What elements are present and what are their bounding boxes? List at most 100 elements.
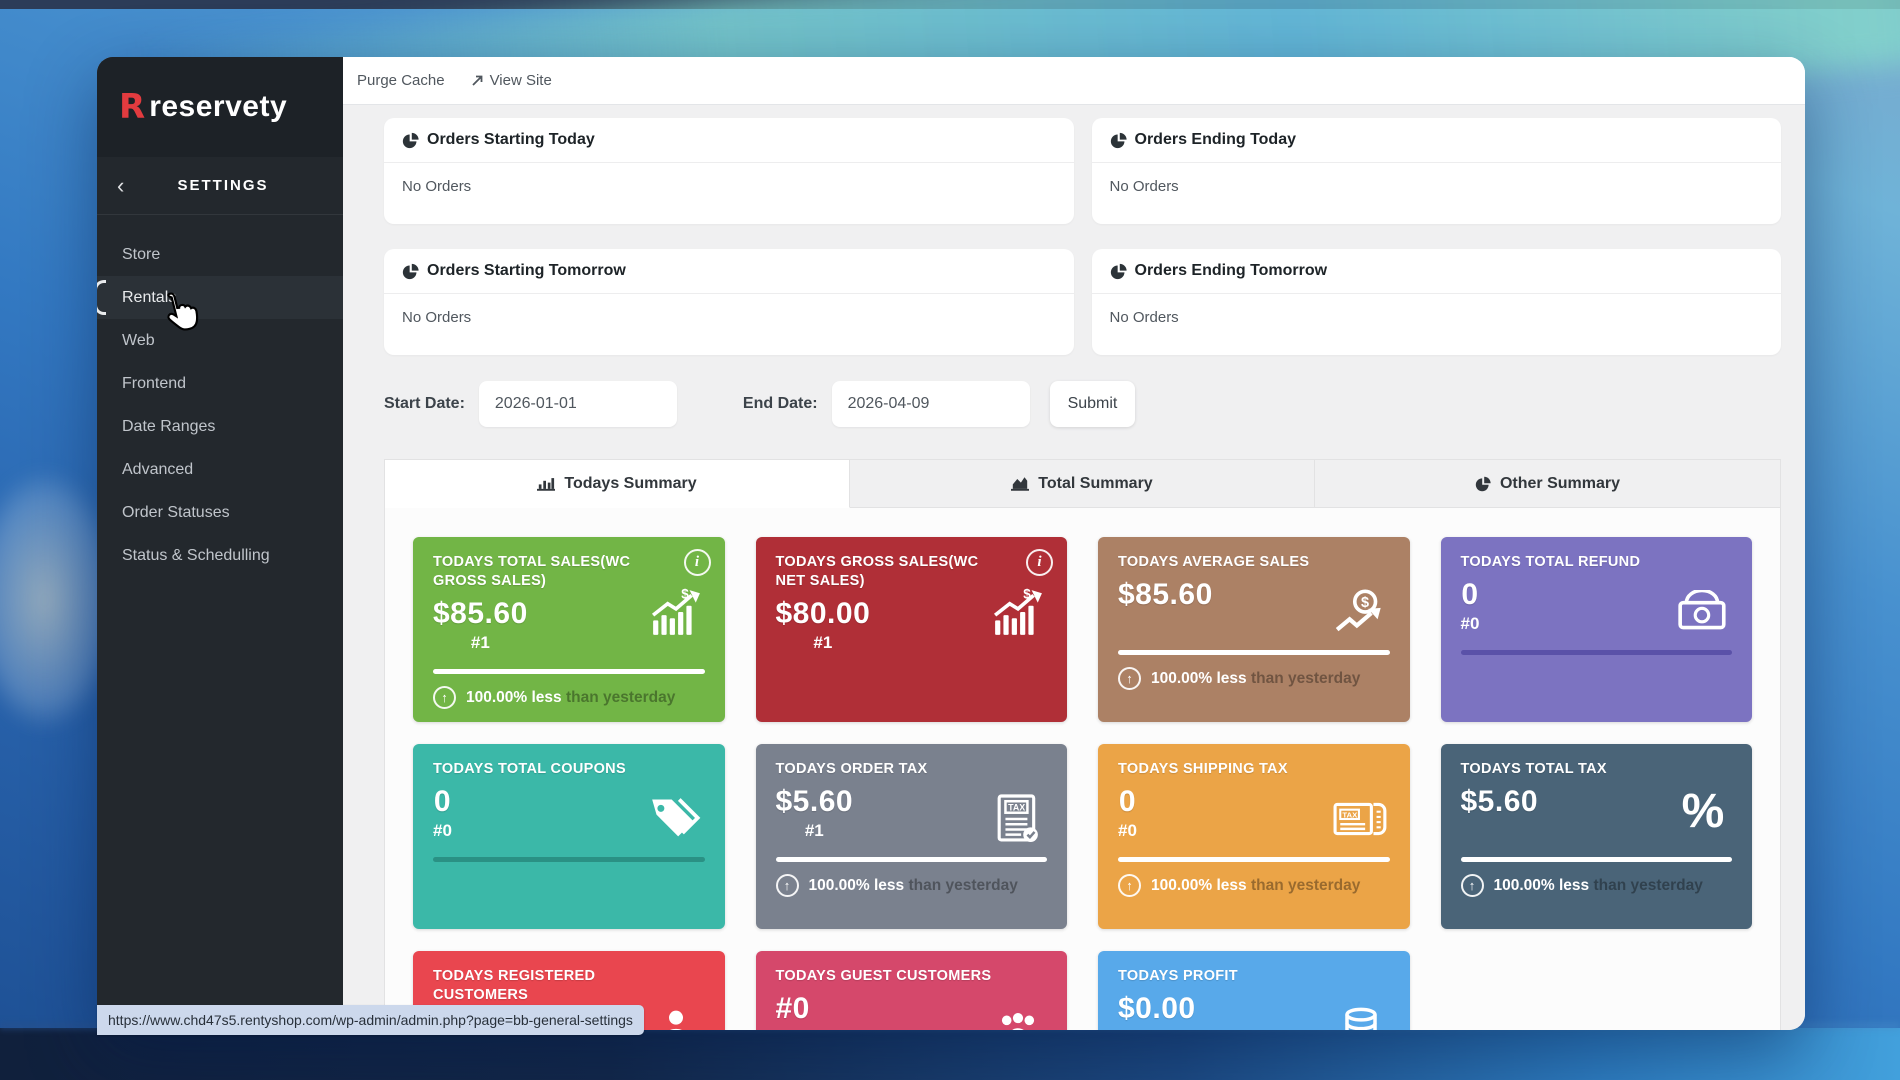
tax-receipt-icon: TAX [1332, 792, 1390, 846]
stat-footer: ↑ 100.00% less than yesterday [433, 686, 705, 709]
stat-divider [1118, 857, 1390, 862]
purge-cache-button[interactable]: Purge Cache [357, 72, 445, 89]
sales-chart-icon: $ [647, 585, 705, 639]
up-arrow-icon: ↑ [1460, 874, 1484, 897]
tags-icon [647, 792, 705, 846]
up-arrow-icon: ↑ [1118, 874, 1141, 897]
svg-text:TAX: TAX [1342, 810, 1358, 819]
svg-text:$: $ [681, 587, 689, 601]
stat-count: #1 [470, 633, 490, 652]
orders-grid: Orders Starting Today No Orders Orders E… [384, 118, 1781, 355]
stat-card-guest-customers: TODAYS GUEST CUSTOMERS #0 [755, 951, 1067, 1030]
stat-card-total-sales: TODAYS TOTAL SALES(WC GROSS SALES) i $85… [413, 537, 725, 722]
stat-count: #1 [813, 633, 833, 652]
up-arrow-icon: ↑ [775, 874, 799, 897]
order-card-title: Orders Starting Today [427, 131, 595, 148]
stat-value: $5.60 [775, 785, 854, 818]
start-date-input[interactable] [478, 381, 677, 427]
orders-starting-tomorrow-card: Orders Starting Tomorrow No Orders [384, 249, 1074, 355]
view-site-button[interactable]: View Site [471, 72, 552, 89]
status-bar-url: https://www.chd47s5.rentyshop.com/wp-adm… [97, 1005, 644, 1035]
order-card-body: No Orders [1109, 309, 1179, 326]
orders-ending-today-card: Orders Ending Today No Orders [1091, 118, 1781, 224]
brand-mark-icon: R [119, 87, 145, 127]
stat-card-average-sales: TODAYS AVERAGE SALES $85.60 $ ↑ 100.00% … [1098, 537, 1410, 722]
stat-footer: ↑ 100.00% less than yesterday [1118, 874, 1390, 897]
orders-starting-today-card: Orders Starting Today No Orders [384, 118, 1074, 224]
end-date-label: End Date: [742, 395, 818, 412]
app-window: R reservety ‹ SETTINGS Store Rentals Web… [97, 57, 1805, 1030]
sidebar-item-rentals[interactable]: Rentals [97, 276, 343, 319]
stat-footer: ↑ 100.00% less than yesterday [775, 874, 1048, 897]
area-chart-icon [1011, 477, 1030, 491]
pie-chart-icon [1110, 132, 1127, 148]
sidebar-item-order-statuses[interactable]: Order Statuses [122, 503, 230, 521]
sidebar-item-status-scheduling[interactable]: Status & Schedulling [122, 546, 270, 564]
stat-card-gross-sales: TODAYS GROSS SALES(WC NET SALES) i $80.0… [755, 537, 1067, 722]
stat-value: $85.60 [433, 597, 528, 630]
stat-value: $0.00 [1118, 992, 1196, 1025]
pie-chart-icon [1475, 476, 1491, 491]
coin-trend-icon: $ [1332, 585, 1390, 639]
pie-chart-icon [402, 132, 419, 148]
sidebar-header: ‹ SETTINGS [97, 157, 343, 215]
stat-card-profit: TODAYS PROFIT $0.00 [1098, 951, 1410, 1030]
sidebar-item-web[interactable]: Web [122, 331, 155, 349]
svg-text:$: $ [1361, 595, 1369, 611]
up-arrow-icon: ↑ [433, 686, 456, 709]
active-item-bracket [97, 280, 106, 315]
brand-name: reservety [149, 90, 288, 123]
stat-card-total-refund: TODAYS TOTAL REFUND 0 #0 [1440, 537, 1752, 722]
order-card-title: Orders Ending Today [1134, 131, 1297, 148]
summary-section: Todays Summary Total Summary Other Summa… [384, 459, 1781, 1030]
stat-footer: ↑ 100.00% less than yesterday [1460, 874, 1733, 897]
pie-chart-icon [1110, 263, 1127, 279]
tab-other-summary[interactable]: Other Summary [1315, 460, 1780, 508]
sidebar-item-store[interactable]: Store [122, 245, 161, 263]
sidebar-item-date-ranges[interactable]: Date Ranges [122, 417, 216, 435]
order-card-body: No Orders [402, 309, 472, 326]
wallpaper-bottom-band [0, 1028, 1900, 1080]
cash-refund-icon [1674, 585, 1732, 639]
main-area: Purge Cache View Site Orders Starting To… [343, 57, 1805, 1030]
tab-total-summary[interactable]: Total Summary [850, 460, 1315, 508]
stat-count: #0 [1460, 614, 1480, 633]
stat-divider [433, 669, 705, 674]
orders-ending-tomorrow-card: Orders Ending Tomorrow No Orders [1091, 249, 1781, 355]
person-icon [647, 999, 705, 1030]
info-icon[interactable]: i [683, 549, 711, 576]
sidebar-item-frontend[interactable]: Frontend [122, 374, 187, 392]
stat-value: 0 [433, 785, 452, 818]
sidebar-item-advanced[interactable]: Advanced [122, 460, 194, 478]
brand-logo[interactable]: R reservety [97, 57, 343, 157]
bar-chart-icon [537, 478, 556, 491]
svg-text:TAX: TAX [1008, 803, 1025, 813]
stat-value: $85.60 [1118, 578, 1213, 611]
stat-count: #0 [1118, 821, 1137, 840]
sidebar-heading: SETTINGS [177, 177, 269, 194]
stat-value: #0 [775, 992, 810, 1025]
stat-count: #0 [433, 821, 452, 840]
tab-todays-summary[interactable]: Todays Summary [385, 460, 850, 508]
stat-divider [433, 857, 705, 862]
tax-document-icon: TAX [989, 792, 1047, 846]
start-date-label: Start Date: [384, 395, 465, 412]
sidebar-menu: Store Rentals Web Frontend Date Ranges A… [97, 215, 343, 577]
dashboard-content: Orders Starting Today No Orders Orders E… [343, 105, 1805, 1030]
order-card-body: No Orders [402, 178, 472, 195]
stat-card-total-tax: TODAYS TOTAL TAX $5.60 % ↑ 100.00% less … [1440, 744, 1752, 929]
pie-chart-icon [402, 263, 419, 279]
collapse-icon[interactable]: ‹ [117, 172, 125, 198]
sidebar: R reservety ‹ SETTINGS Store Rentals Web… [97, 57, 343, 1030]
sales-chart-icon: $ [989, 585, 1047, 639]
end-date-input[interactable] [831, 381, 1030, 427]
stat-divider [1118, 650, 1390, 655]
percent-icon: % [1681, 784, 1725, 838]
info-icon[interactable]: i [1026, 549, 1053, 576]
stat-value: 0 [1118, 785, 1137, 818]
stat-grid: TODAYS TOTAL SALES(WC GROSS SALES) i $85… [413, 537, 1752, 1030]
stat-divider [1460, 857, 1732, 862]
hand-cursor [167, 292, 199, 331]
order-card-title: Orders Ending Tomorrow [1134, 262, 1328, 279]
submit-button[interactable]: Submit [1049, 381, 1136, 427]
